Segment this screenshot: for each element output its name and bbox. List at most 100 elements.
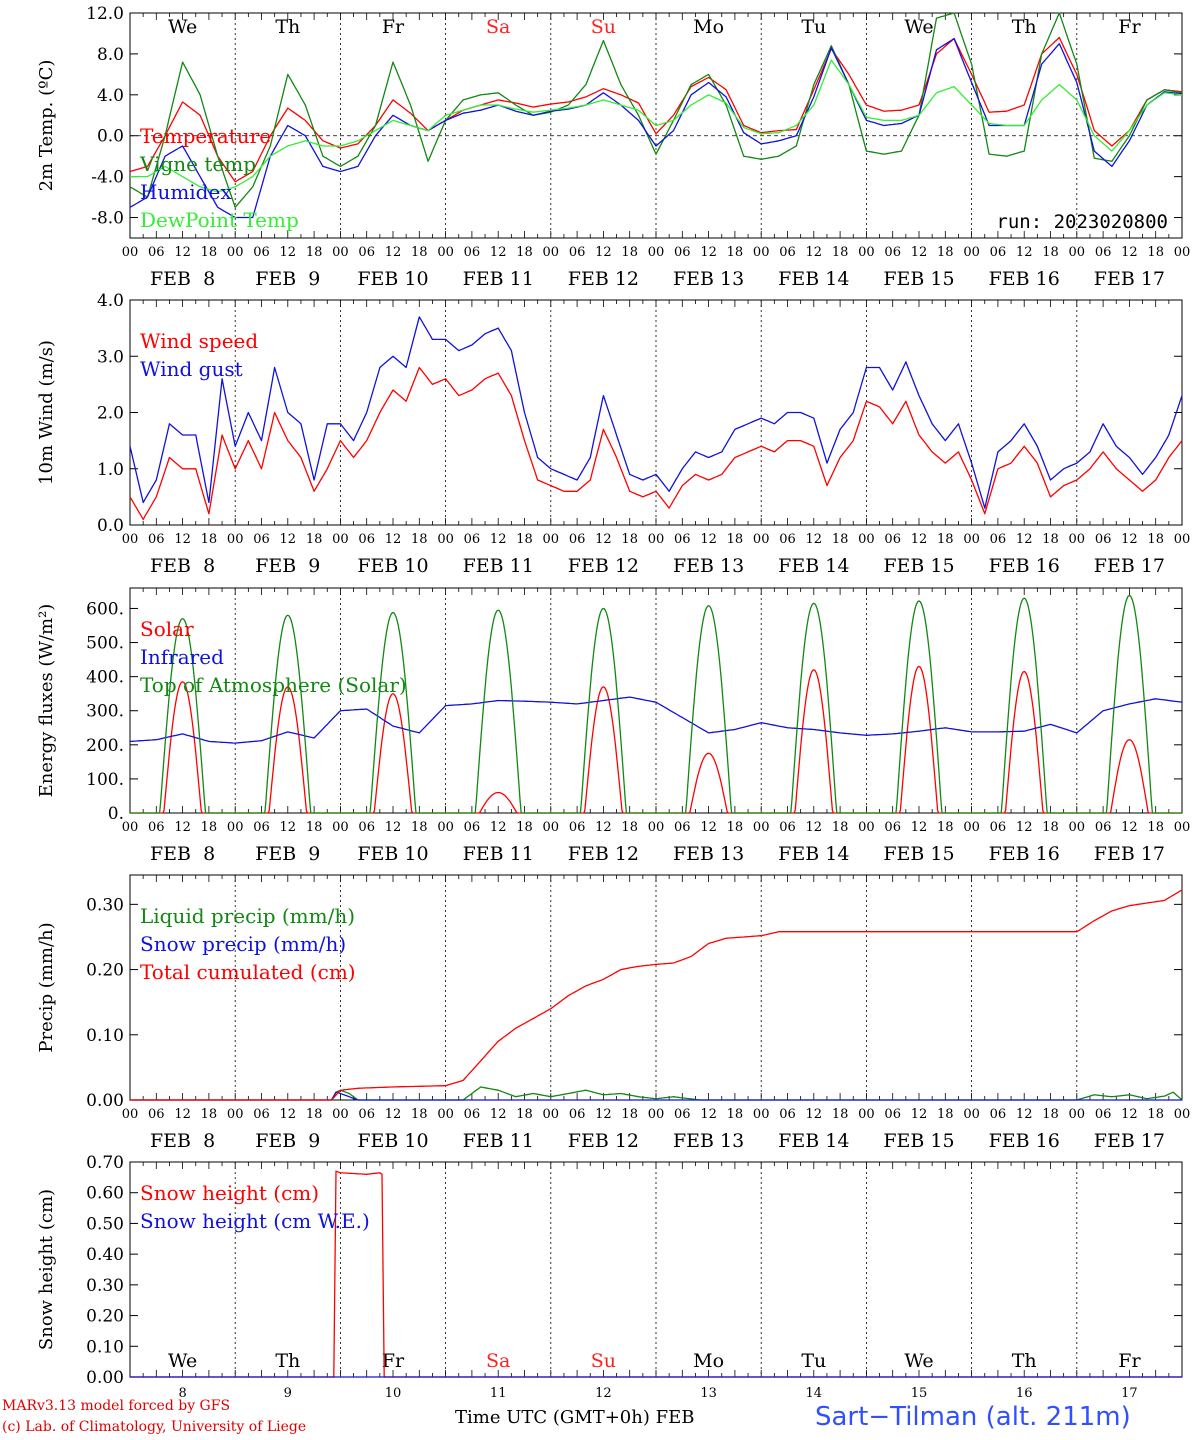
x-hour-label: 18: [201, 245, 218, 260]
y-tick-label: 0.0: [97, 127, 124, 147]
x-hour-label: 12: [911, 820, 928, 835]
x-hour-label: 00: [332, 1107, 349, 1122]
x-hour-label: 00: [1069, 245, 1086, 260]
x-hour-label: 00: [227, 1107, 244, 1122]
y-tick-label: 3.0: [97, 347, 124, 367]
x-hour-label: 00: [1174, 532, 1191, 547]
x-hour-label: 12: [700, 1107, 717, 1122]
x-hour-label: 12: [280, 245, 297, 260]
x-hour-label: 06: [990, 820, 1007, 835]
x-hour-label: 00: [648, 245, 665, 260]
x-hour-label: 00: [1069, 532, 1086, 547]
y-tick-label: 4.0: [97, 291, 124, 311]
x-hour-label: 18: [411, 245, 428, 260]
weekday-label: We: [904, 1350, 933, 1372]
x-hour-label: 12: [595, 532, 612, 547]
x-hour-label: 18: [1042, 245, 1059, 260]
x-hour-label: 18: [411, 820, 428, 835]
x-hour-label: 00: [437, 1107, 454, 1122]
x-date-label: FEB 12: [568, 555, 639, 577]
x-hour-label: 18: [1042, 820, 1059, 835]
x-hour-label: 00: [122, 1107, 139, 1122]
x-hour-label: 12: [911, 245, 928, 260]
x-hour-label: 06: [569, 245, 586, 260]
x-hour-label: 12: [595, 245, 612, 260]
x-hour-label: 18: [832, 532, 849, 547]
y-tick-label: 12.0: [86, 4, 124, 24]
x-date-label: FEB 9: [255, 843, 320, 865]
x-hour-label: 06: [358, 532, 375, 547]
x-date-label: FEB 9: [255, 555, 320, 577]
x-hour-label: 00: [437, 245, 454, 260]
x-hour-label: 06: [253, 245, 270, 260]
x-hour-label: 00: [122, 820, 139, 835]
x-hour-label: 12: [806, 820, 823, 835]
x-hour-label: 18: [201, 532, 218, 547]
x-hour-label: 00: [858, 1107, 875, 1122]
y-tick-label: -8.0: [91, 209, 124, 229]
x-hour-label: 00: [1174, 820, 1191, 835]
y-tick-label: 0.50: [86, 1214, 124, 1234]
x-hour-label: 12: [280, 1107, 297, 1122]
x-hour-label: 12: [385, 1107, 402, 1122]
x-hour-label: 00: [858, 820, 875, 835]
y-tick-label: 200.: [86, 736, 124, 756]
x-hour-label: 18: [516, 245, 533, 260]
x-date-label: FEB 14: [778, 555, 849, 577]
x-hour-label: 12: [700, 245, 717, 260]
day-number-label: 8: [178, 1386, 186, 1401]
x-hour-label: 06: [569, 820, 586, 835]
x-date-label: FEB 17: [1094, 843, 1165, 865]
x-hour-label: 18: [1147, 245, 1164, 260]
x-date-label: FEB 10: [357, 268, 428, 290]
y-tick-label: 400.: [86, 668, 124, 688]
x-hour-label: 06: [1095, 532, 1112, 547]
x-hour-label: 06: [674, 1107, 691, 1122]
x-hour-label: 12: [1121, 245, 1138, 260]
x-hour-label: 00: [543, 532, 560, 547]
x-hour-label: 00: [1174, 245, 1191, 260]
x-date-label: FEB 8: [150, 1130, 215, 1152]
x-hour-label: 06: [779, 245, 796, 260]
panel-snow: 0.70 0.60 0.50 0.40 0.30 0.20 0.10 0.00 Snow hei…: [36, 1153, 1183, 1401]
x-hour-label: 18: [832, 245, 849, 260]
x-hour-label: 06: [358, 1107, 375, 1122]
x-date-label: FEB 17: [1094, 555, 1165, 577]
panel-precip: 0.30 0.20 0.10 0.00 Precip (mm/h) 00 06 12 18 FEB…: [36, 874, 1190, 1152]
x-hour-label: 18: [306, 532, 323, 547]
y-axis-label: Precip (mm/h): [36, 922, 57, 1052]
y-tick-label: 600.: [86, 599, 124, 619]
lab-credit: (c) Lab. of Climatology, University of L…: [2, 1419, 307, 1435]
x-hour-label: 06: [569, 1107, 586, 1122]
x-date-label: FEB 16: [989, 555, 1060, 577]
x-hour-label: 06: [990, 532, 1007, 547]
y-tick-label: -4.0: [91, 168, 124, 188]
weekday-label: We: [168, 16, 197, 38]
x-hour-label: 18: [411, 532, 428, 547]
legend-entry: Vigne temp: [139, 152, 256, 176]
y-tick-label: 4.0: [97, 86, 124, 106]
x-date-label: FEB 11: [463, 555, 534, 577]
day-number-label: 11: [490, 1386, 507, 1401]
x-hour-label: 18: [937, 532, 954, 547]
day-number-label: 12: [595, 1386, 612, 1401]
x-hour-label: 06: [569, 532, 586, 547]
run-label: run: 2023020800: [996, 211, 1168, 233]
weekday-label: Tu: [801, 16, 826, 38]
x-hour-label: 00: [753, 532, 770, 547]
x-date-label: FEB 8: [150, 843, 215, 865]
weekday-label: Fr: [382, 1350, 405, 1372]
x-hour-label: 06: [674, 245, 691, 260]
weekday-label: Th: [1012, 1350, 1037, 1372]
x-hour-label: 12: [1016, 245, 1033, 260]
x-hour-label: 18: [1147, 1107, 1164, 1122]
weekday-label: Mo: [693, 1350, 724, 1372]
x-hour-label: 12: [385, 532, 402, 547]
x-hour-label: 18: [1042, 532, 1059, 547]
y-tick-label: 0.20: [86, 1307, 124, 1327]
y-tick-label: 1.0: [97, 460, 124, 480]
x-hour-label: 12: [1016, 1107, 1033, 1122]
series-wind-speed: [129, 366, 1183, 521]
x-date-label: FEB 16: [989, 268, 1060, 290]
